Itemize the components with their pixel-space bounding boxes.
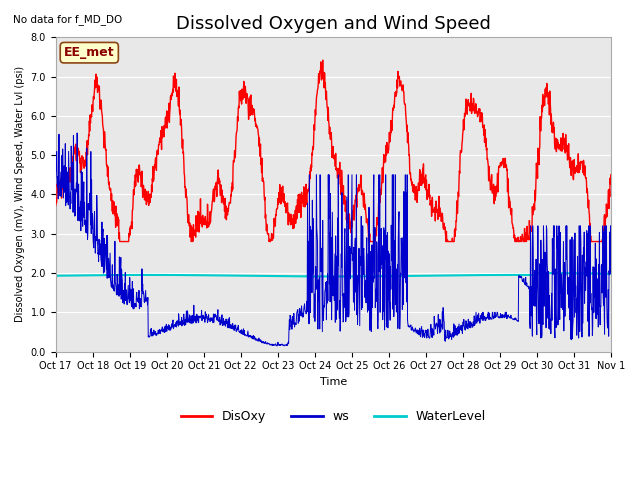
Text: EE_met: EE_met (64, 46, 115, 59)
Text: No data for f_MD_DO: No data for f_MD_DO (13, 14, 122, 25)
Title: Dissolved Oxygen and Wind Speed: Dissolved Oxygen and Wind Speed (176, 15, 491, 33)
X-axis label: Time: Time (319, 377, 347, 387)
Y-axis label: Dissolved Oxygen (mV), Wind Speed, Water Lvl (psi): Dissolved Oxygen (mV), Wind Speed, Water… (15, 66, 25, 323)
Legend: DisOxy, ws, WaterLevel: DisOxy, ws, WaterLevel (176, 405, 491, 428)
